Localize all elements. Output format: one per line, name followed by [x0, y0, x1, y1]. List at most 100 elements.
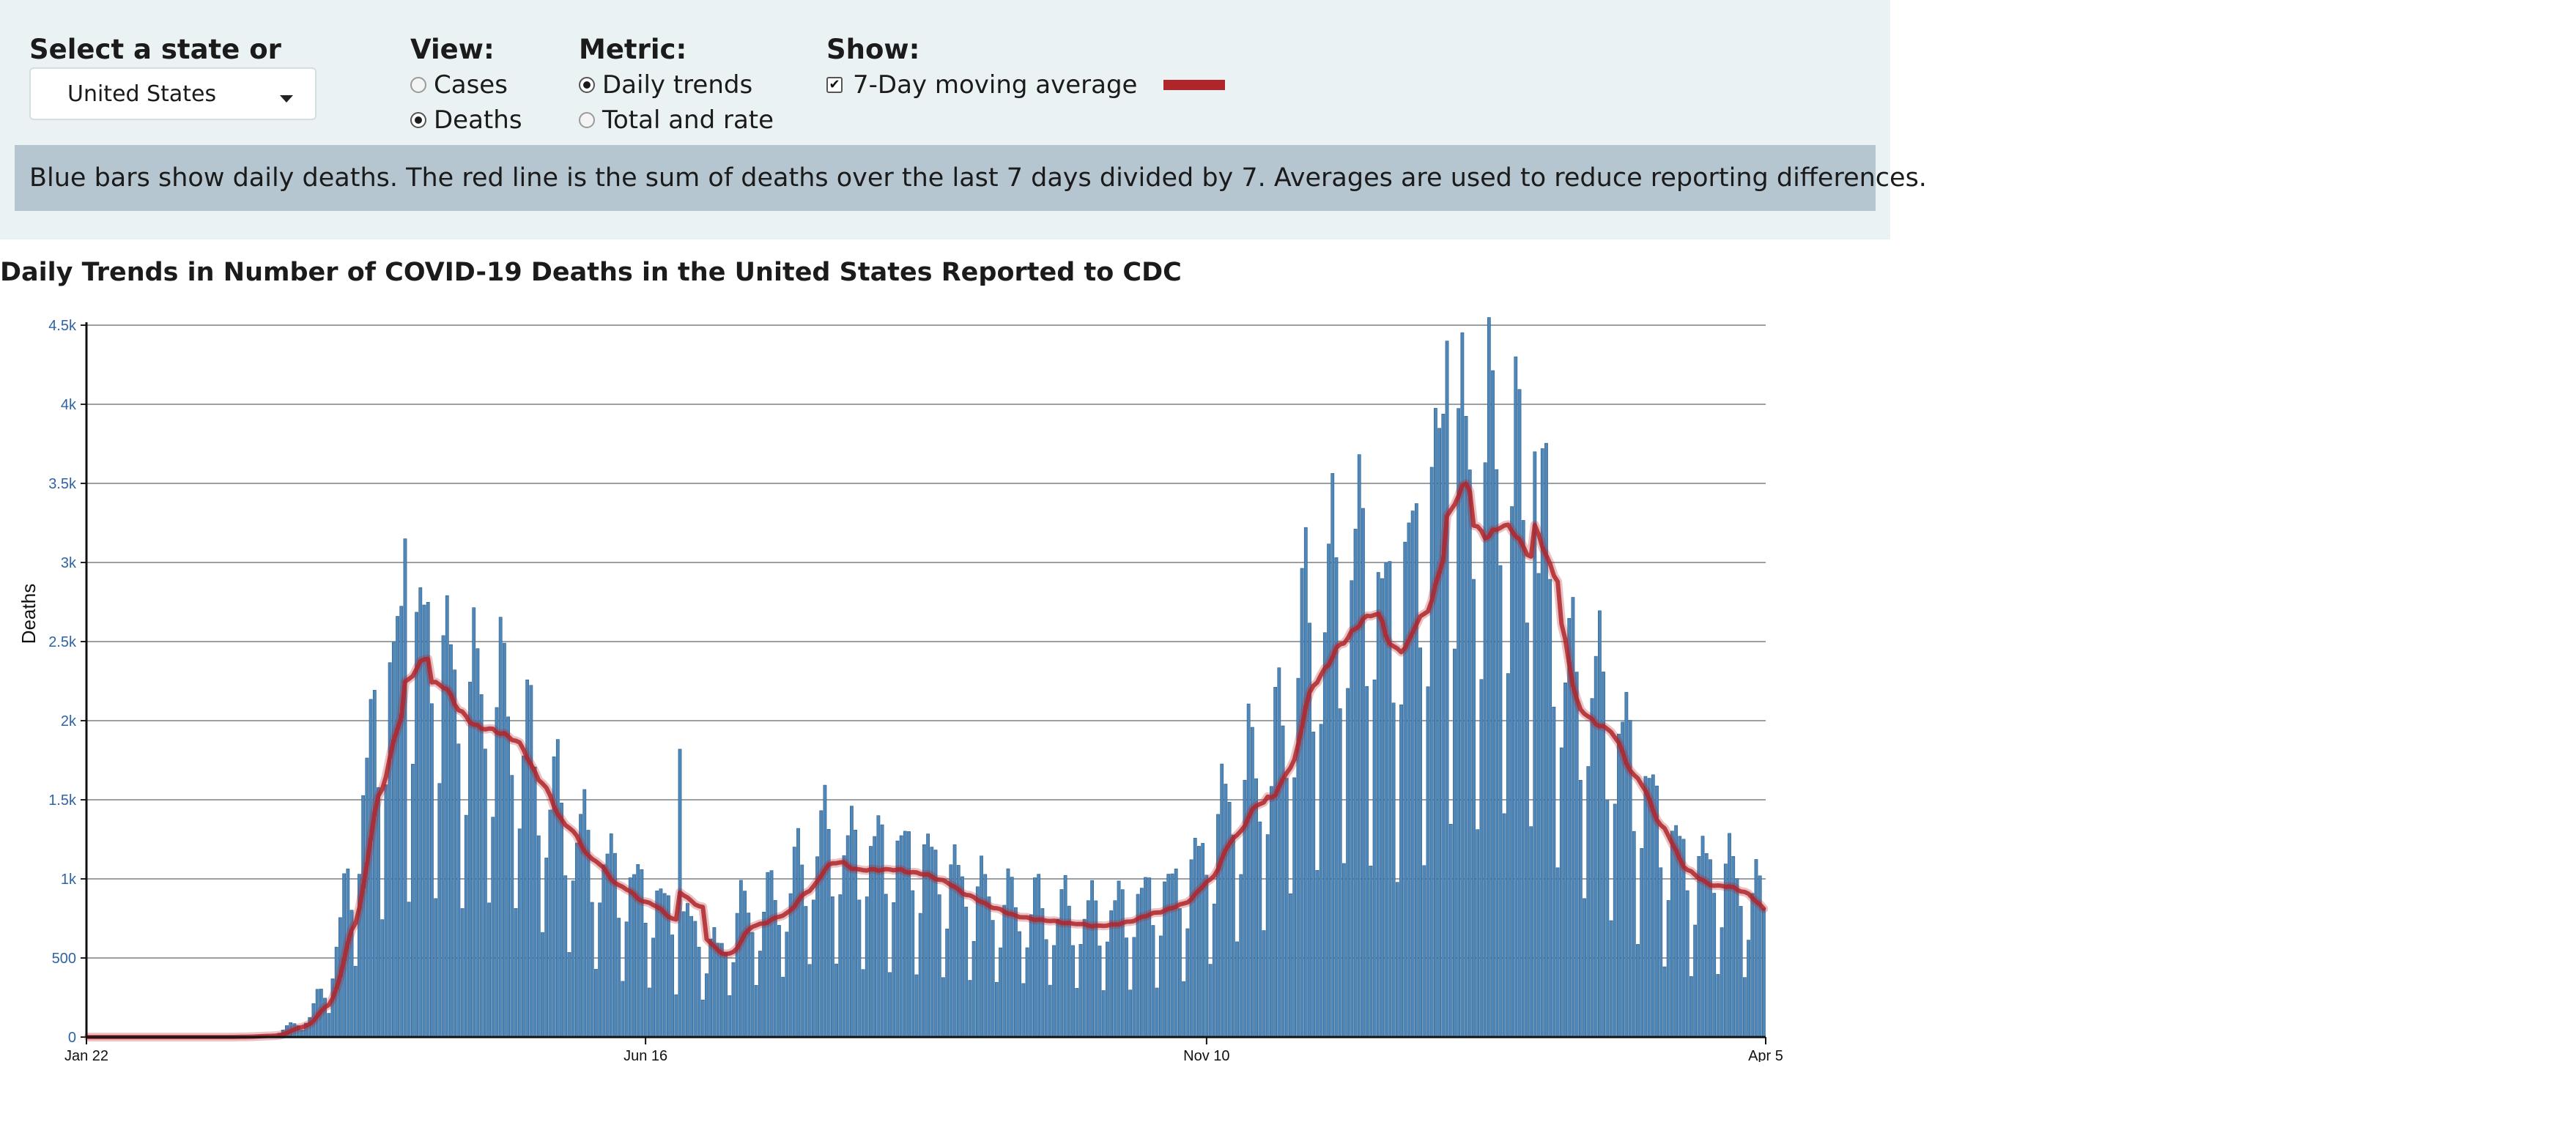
bar[interactable] — [769, 870, 774, 1038]
bar[interactable] — [407, 902, 411, 1038]
bar[interactable] — [1479, 679, 1484, 1038]
bar[interactable] — [1078, 943, 1083, 1038]
bar[interactable] — [1277, 667, 1281, 1038]
metric-option-total-and-rate[interactable]: Total and rate — [579, 103, 774, 138]
bar[interactable] — [1254, 778, 1258, 1038]
bar[interactable] — [1590, 698, 1594, 1038]
bar[interactable] — [1617, 733, 1621, 1038]
bar[interactable] — [636, 864, 640, 1038]
bar[interactable] — [739, 880, 743, 1038]
bar[interactable] — [1189, 859, 1193, 1038]
bar[interactable] — [1270, 786, 1273, 1038]
bar[interactable] — [624, 921, 629, 1038]
bar[interactable] — [1341, 863, 1346, 1038]
bar[interactable] — [1303, 527, 1308, 1038]
bar[interactable] — [708, 938, 713, 1038]
bar[interactable] — [522, 755, 525, 1038]
bar[interactable] — [1346, 688, 1350, 1038]
bar[interactable] — [491, 817, 495, 1038]
bar[interactable] — [1125, 937, 1128, 1038]
bar[interactable] — [1483, 462, 1487, 1038]
bar[interactable] — [567, 952, 571, 1038]
bar[interactable] — [1330, 473, 1335, 1038]
bar[interactable] — [1640, 848, 1644, 1038]
bar[interactable] — [1071, 945, 1075, 1038]
bar[interactable] — [1319, 724, 1323, 1038]
bar[interactable] — [372, 690, 377, 1038]
bar[interactable] — [602, 864, 606, 1038]
bar[interactable] — [1372, 679, 1377, 1038]
bar[interactable] — [1166, 874, 1171, 1038]
bar[interactable] — [1224, 784, 1228, 1038]
bar[interactable] — [1208, 964, 1213, 1038]
bar[interactable] — [731, 962, 736, 1038]
bar[interactable] — [1399, 704, 1403, 1038]
bar[interactable] — [1750, 893, 1755, 1038]
bar[interactable] — [1395, 882, 1399, 1038]
bar[interactable] — [785, 932, 789, 1038]
bar[interactable] — [529, 685, 533, 1038]
bar[interactable] — [1521, 520, 1525, 1038]
bar[interactable] — [1670, 831, 1674, 1038]
bar[interactable] — [1315, 869, 1320, 1038]
bar[interactable] — [971, 940, 976, 1038]
bar[interactable] — [1662, 966, 1667, 1038]
bar[interactable] — [1410, 510, 1415, 1038]
bar[interactable] — [651, 937, 655, 1038]
bar[interactable] — [384, 784, 388, 1038]
bar[interactable] — [980, 855, 983, 1038]
bar[interactable] — [857, 899, 862, 1038]
radio-selected-icon[interactable] — [410, 112, 426, 128]
radio-icon[interactable] — [579, 112, 595, 128]
bar[interactable] — [445, 595, 449, 1038]
bar[interactable] — [991, 920, 995, 1038]
bar[interactable] — [361, 795, 366, 1038]
bar[interactable] — [758, 951, 762, 1038]
bar[interactable] — [952, 844, 957, 1038]
bar[interactable] — [1552, 707, 1556, 1038]
bar[interactable] — [483, 749, 487, 1038]
bar[interactable] — [1090, 880, 1094, 1038]
bar[interactable] — [1559, 747, 1563, 1038]
bar[interactable] — [1728, 833, 1731, 1038]
bar[interactable] — [1292, 777, 1297, 1038]
bar[interactable] — [941, 977, 945, 1038]
bar[interactable] — [1529, 826, 1533, 1038]
bar[interactable] — [1495, 469, 1499, 1038]
bar[interactable] — [1258, 821, 1262, 1038]
bar[interactable] — [1506, 673, 1510, 1038]
bar[interactable] — [697, 946, 701, 1038]
bar[interactable] — [1350, 580, 1354, 1038]
bar[interactable] — [1178, 908, 1182, 1038]
bar[interactable] — [525, 679, 530, 1038]
bar[interactable] — [621, 981, 625, 1038]
bar[interactable] — [850, 806, 854, 1038]
bar[interactable] — [1106, 941, 1109, 1038]
bar[interactable] — [479, 694, 484, 1038]
bar[interactable] — [1334, 557, 1339, 1038]
bar[interactable] — [590, 902, 594, 1038]
radio-selected-icon[interactable] — [579, 77, 595, 93]
bar[interactable] — [754, 985, 758, 1038]
bar[interactable] — [1583, 898, 1586, 1038]
bar[interactable] — [1643, 776, 1648, 1038]
bar[interactable] — [410, 764, 415, 1038]
bar[interactable] — [380, 919, 385, 1038]
bar[interactable] — [464, 814, 468, 1038]
bar[interactable] — [1158, 935, 1163, 1038]
bar[interactable] — [888, 972, 892, 1038]
bar[interactable] — [1739, 906, 1743, 1038]
bar[interactable] — [1487, 317, 1491, 1038]
bar[interactable] — [647, 987, 651, 1038]
bar[interactable] — [1246, 703, 1251, 1038]
bar[interactable] — [1014, 907, 1018, 1038]
bar[interactable] — [777, 925, 781, 1038]
bar[interactable] — [1174, 869, 1178, 1038]
bar[interactable] — [1010, 877, 1014, 1038]
bar[interactable] — [1525, 623, 1529, 1038]
bar[interactable] — [533, 766, 537, 1038]
bar[interactable] — [766, 872, 770, 1038]
bar[interactable] — [1147, 877, 1152, 1038]
bar[interactable] — [1716, 974, 1720, 1038]
bar[interactable] — [1120, 889, 1125, 1038]
